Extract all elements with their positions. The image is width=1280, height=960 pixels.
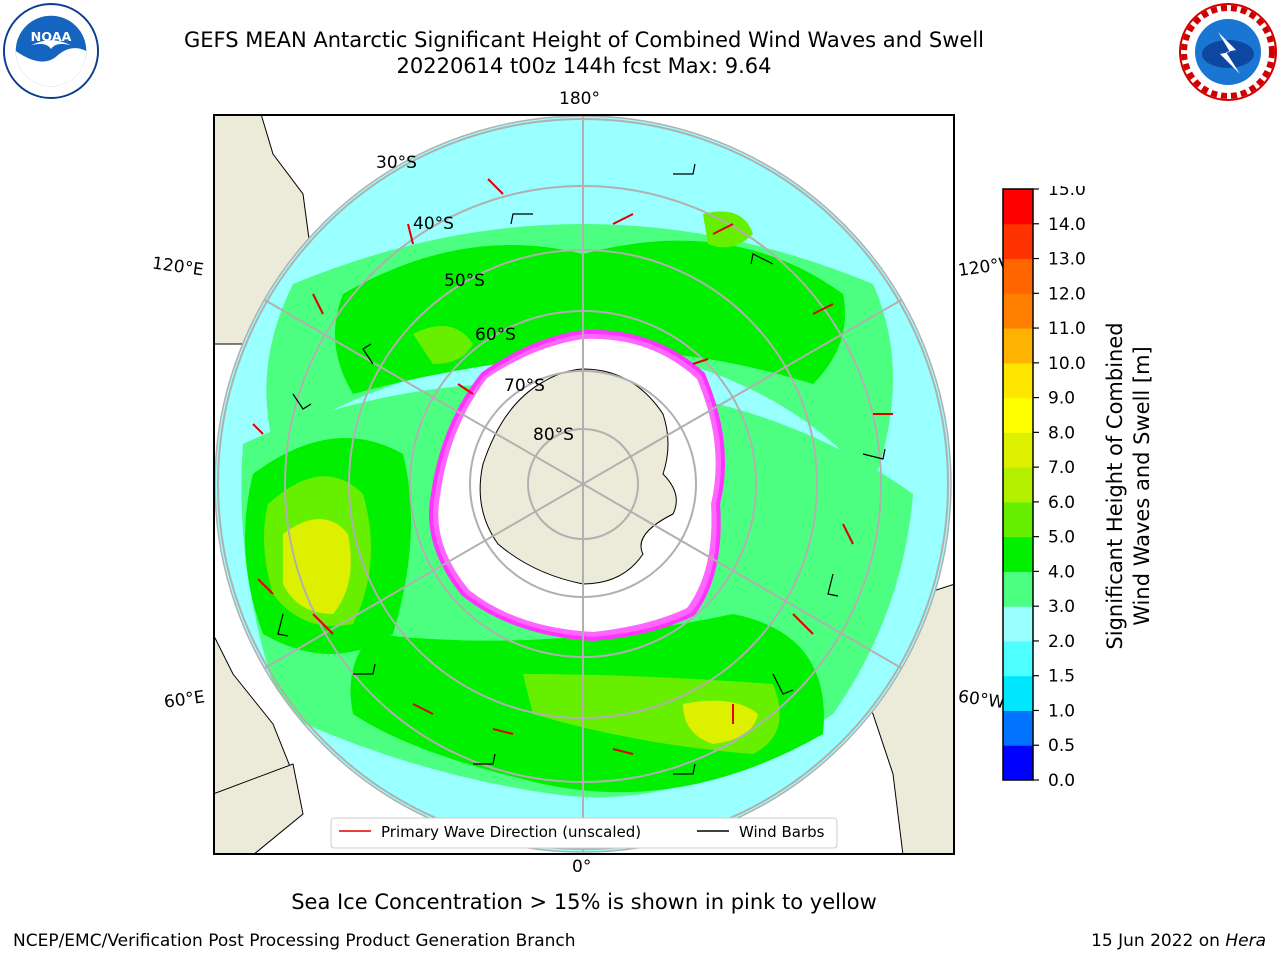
footer-date: 15 Jun 2022 on — [1091, 931, 1226, 951]
colorbar-swatch — [1003, 397, 1033, 433]
svg-text:NOAA: NOAA — [31, 30, 72, 45]
colorbar-swatch — [1003, 293, 1033, 329]
colorbar-tick-label: 0.5 — [1048, 736, 1075, 756]
wind-barbs — [277, 163, 886, 775]
colorbar-tick-label: 12.0 — [1048, 284, 1086, 304]
map-legend: Primary Wave Direction (unscaled) Wind B… — [330, 817, 838, 849]
legend-wave-label: Primary Wave Direction (unscaled) — [381, 823, 641, 841]
colorbar-tick-label: 4.0 — [1048, 562, 1075, 582]
colorbar-tick-label: 1.0 — [1048, 701, 1075, 721]
lat-label-40: 40°S — [413, 214, 454, 234]
colorbar-swatch — [1003, 223, 1033, 260]
polar-map: 30°S 40°S 50°S 60°S 70°S 80°S Primary Wa… — [213, 114, 955, 855]
colorbar-swatch — [1003, 710, 1033, 746]
colorbar-swatch — [1003, 362, 1033, 399]
colorbar-ticks: 0.0 0.5 1.0 1.5 2.0 3.0 4.0 5.0 6.0 7.0 8.0 9.0 10.0… — [1033, 186, 1086, 786]
colorbar-tick-label: 6.0 — [1048, 493, 1075, 513]
colorbar-frame — [1002, 188, 1034, 781]
lat-label-50: 50°S — [444, 271, 485, 291]
colorbar-swatch — [1003, 675, 1033, 711]
colorbar-swatch — [1003, 606, 1033, 642]
colorbar-label-line2: Wind Waves and Swell [m] — [1130, 346, 1154, 626]
lon-label-0: 0° — [572, 857, 592, 877]
colorbar-swatch — [1003, 432, 1033, 468]
colorbar-tick-label: 11.0 — [1048, 319, 1086, 339]
colorbar-tick-label: 10.0 — [1048, 354, 1086, 374]
chart-title: GEFS MEAN Antarctic Significant Height o… — [183, 28, 985, 52]
lat-label-60: 60°S — [475, 325, 516, 345]
lon-label-60e: 60°E — [162, 687, 207, 713]
graticule — [217, 116, 949, 852]
colorbar-tick-label: 15.0 — [1048, 186, 1086, 200]
colorbar-swatch — [1003, 501, 1033, 538]
colorbar-tick-label: 5.0 — [1048, 528, 1075, 548]
colorbar-tick-label: 8.0 — [1048, 423, 1075, 443]
colorbar-swatch — [1003, 258, 1033, 294]
colorbar-swatch — [1003, 189, 1033, 225]
colorbar-tick-label: 3.0 — [1048, 597, 1075, 617]
lon-label-120e: 120°E — [150, 253, 205, 281]
legend-barb-label: Wind Barbs — [739, 823, 825, 841]
antarctica — [429, 329, 725, 642]
nws-logo — [1179, 3, 1277, 101]
map-frame — [213, 114, 955, 855]
colorbar-swatch — [1003, 640, 1033, 677]
colorbar-swatch — [1003, 571, 1033, 607]
lat-label-70: 70°S — [504, 376, 545, 396]
footer-right: 15 Jun 2022 on Hera — [1091, 931, 1266, 951]
colorbar-tick-label: 2.0 — [1048, 632, 1075, 652]
footer-machine: Hera — [1225, 931, 1266, 951]
colorbar-tick-label: 7.0 — [1048, 458, 1075, 478]
wave-direction-arrows — [252, 178, 893, 755]
lat-label-30: 30°S — [376, 153, 417, 173]
colorbar-tick-label: 9.0 — [1048, 389, 1075, 409]
colorbar-tick-label: 0.0 — [1048, 771, 1075, 786]
colorbar-swatch — [1003, 536, 1033, 572]
colorbar-label-line1: Significant Height of Combined — [1103, 322, 1127, 649]
sea-ice-note: Sea Ice Concentration > 15% is shown in … — [291, 890, 877, 914]
lat-label-80: 80°S — [533, 425, 574, 445]
colorbar-swatch — [1003, 745, 1033, 781]
lon-label-60w: 60°W — [956, 686, 1007, 714]
footer-left: NCEP/EMC/Verification Post Processing Pr… — [13, 931, 576, 951]
colorbar-tick-label: 1.5 — [1048, 667, 1075, 687]
colorbar-swatch — [1003, 328, 1033, 364]
colorbar-swatches — [1003, 189, 1033, 781]
colorbar-tick-label: 14.0 — [1048, 215, 1086, 235]
lon-label-180: 180° — [559, 89, 600, 109]
noaa-logo: NOAA — [2, 2, 100, 100]
colorbar-tick-label: 13.0 — [1048, 250, 1086, 270]
chart-subtitle: 20220614 t00z 144h fcst Max: 9.64 — [396, 54, 772, 78]
colorbar: 0.0 0.5 1.0 1.5 2.0 3.0 4.0 5.0 6.0 7.0 8.0 9.0 10.0… — [1002, 186, 1154, 786]
colorbar-swatch — [1003, 467, 1033, 503]
